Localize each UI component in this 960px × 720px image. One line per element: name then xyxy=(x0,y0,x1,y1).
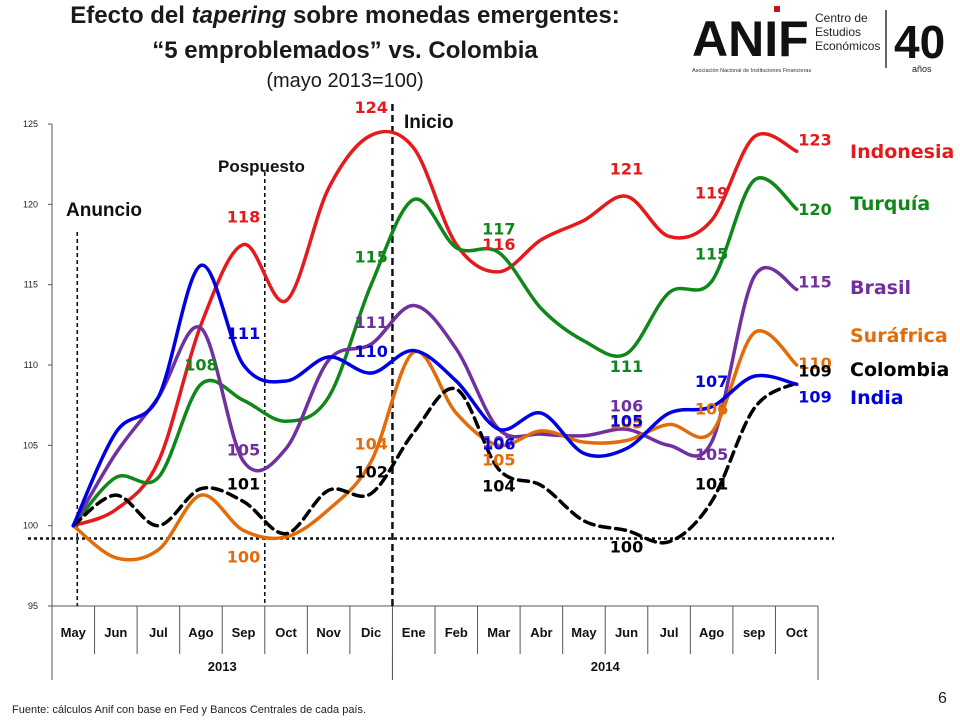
y-tick-label: 120 xyxy=(23,199,38,209)
series-line-indonesia xyxy=(71,129,799,528)
data-label: 120 xyxy=(798,200,831,219)
x-tick-label: sep xyxy=(743,625,765,640)
series-line-colombia xyxy=(71,380,799,545)
y-tick-label: 115 xyxy=(24,280,38,290)
data-label: 100 xyxy=(227,547,260,566)
data-label: 111 xyxy=(227,324,260,343)
data-label: 124 xyxy=(354,98,387,117)
anif-full-name: Asociación Nacional de Instituciones Fin… xyxy=(692,68,811,74)
legend-item-indonesia: Indonesia xyxy=(850,141,954,163)
x-tick-label: Mar xyxy=(487,625,510,640)
data-label: 101 xyxy=(227,475,260,494)
data-label: 109 xyxy=(798,387,831,406)
data-label: 116 xyxy=(482,235,515,254)
x-tick-label: Jun xyxy=(104,625,127,640)
x-tick-label: Dic xyxy=(361,625,381,640)
x-tick-label: May xyxy=(61,625,87,640)
data-label: 104 xyxy=(354,434,387,453)
event-markers: Anuncio Pospuesto Inicio xyxy=(28,104,834,606)
data-label: 110 xyxy=(354,342,387,361)
event-label: Pospuesto xyxy=(218,157,305,176)
data-label: 105 xyxy=(610,414,643,433)
chart-axes: 95 100 105 110 115 120 125 May Jun Jul Ago Sep Oct No… xyxy=(23,119,819,680)
series-line-turquía xyxy=(71,176,799,528)
data-label: 111 xyxy=(354,313,387,332)
data-label: 102 xyxy=(354,463,387,482)
anif-logo: ANIF Asociación Nacional de Institucione… xyxy=(692,6,945,74)
data-label: 105 xyxy=(227,440,260,459)
data-label: 115 xyxy=(798,272,831,291)
data-label: 107 xyxy=(695,372,728,391)
series-line-brasil xyxy=(71,266,799,528)
data-label: 110 xyxy=(798,354,831,373)
data-label: 106 xyxy=(610,396,643,415)
data-label: 101 xyxy=(695,475,728,494)
series-lines xyxy=(71,129,799,562)
x-tick-label: Jul xyxy=(149,625,168,640)
data-label: 106 xyxy=(482,434,515,453)
data-label: 100 xyxy=(610,537,643,556)
event-label: Anuncio xyxy=(66,200,142,221)
chart-subtitle: (mayo 2013=100) xyxy=(266,70,424,92)
legend-item-colombia: Colombia xyxy=(850,359,949,381)
chart-title-line1: Efecto del tapering sobre monedas emerge… xyxy=(70,2,620,29)
anif-wordmark: ANIF xyxy=(692,11,809,67)
data-label: 111 xyxy=(610,357,643,376)
event-label: Inicio xyxy=(404,112,454,133)
y-tick-label: 125 xyxy=(23,119,38,129)
year-label: 2013 xyxy=(208,659,237,674)
data-label: 105 xyxy=(482,450,515,469)
x-tick-label: May xyxy=(571,625,597,640)
data-label: 115 xyxy=(695,244,728,263)
series-line-india xyxy=(71,263,799,528)
data-label: 119 xyxy=(695,183,728,202)
centro-line3: Económicos xyxy=(815,39,880,53)
anniversary-number: 40 xyxy=(894,16,945,68)
y-tick-label: 100 xyxy=(23,521,38,531)
data-label: 115 xyxy=(354,248,387,267)
page-number: 6 xyxy=(938,690,947,707)
legend-item-brasil: Brasil xyxy=(850,277,911,299)
y-tick-label: 105 xyxy=(23,440,38,450)
x-tick-label: Ago xyxy=(699,625,724,640)
source-footnote: Fuente: cálculos Anif con base en Fed y … xyxy=(12,704,367,716)
centro-line2: Estudios xyxy=(815,25,861,39)
data-label: 117 xyxy=(482,220,515,239)
data-label: 104 xyxy=(482,476,515,495)
legend-item-suráfrica: Suráfrica xyxy=(850,325,948,347)
legend-item-india: India xyxy=(850,387,904,409)
x-tick-label: Oct xyxy=(786,625,808,640)
x-tick-label: Oct xyxy=(275,625,297,640)
data-label: 105 xyxy=(695,445,728,464)
data-label: 108 xyxy=(184,355,217,374)
anniversary-text: años xyxy=(912,64,932,74)
y-tick-label: 95 xyxy=(28,601,38,611)
chart-title-line2: “5 emproblemados” vs. Colombia xyxy=(152,37,538,64)
x-tick-label: Jul xyxy=(660,625,679,640)
data-label: 109 xyxy=(798,362,831,381)
legend-item-turquía: Turquía xyxy=(850,193,930,215)
data-label: 107 xyxy=(482,432,515,451)
x-tick-label: Ene xyxy=(402,625,426,640)
x-tick-label: Feb xyxy=(445,625,468,640)
x-tick-label: Abr xyxy=(530,625,552,640)
series-line-suráfrica xyxy=(71,329,799,562)
data-label: 123 xyxy=(798,130,831,149)
centro-line1: Centro de xyxy=(815,11,868,25)
data-label: 118 xyxy=(227,208,260,227)
x-tick-label: Sep xyxy=(232,625,256,640)
data-label: 105 xyxy=(610,412,643,431)
x-tick-label: Ago xyxy=(188,625,213,640)
data-labels: 1181241161211191231081151171111151201051… xyxy=(184,98,831,566)
y-tick-label: 110 xyxy=(24,360,38,370)
year-label: 2014 xyxy=(591,659,621,674)
x-tick-label: Jun xyxy=(615,625,638,640)
chart-legend: Indonesia Turquía Brasil Suráfrica Colombia I… xyxy=(850,141,954,409)
data-label: 106 xyxy=(695,399,728,418)
data-label: 121 xyxy=(610,159,643,178)
x-tick-label: Nov xyxy=(316,625,341,640)
